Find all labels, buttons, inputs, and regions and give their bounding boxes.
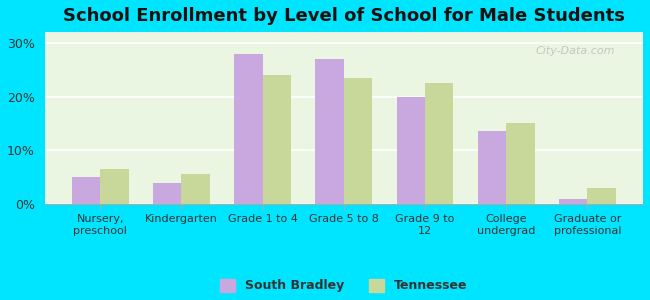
Bar bbox=[559, 199, 588, 204]
Bar bbox=[263, 75, 291, 204]
Bar bbox=[425, 83, 454, 204]
Bar bbox=[478, 131, 506, 204]
Bar bbox=[396, 97, 425, 204]
Legend: South Bradley, Tennessee: South Bradley, Tennessee bbox=[215, 274, 473, 298]
Bar bbox=[588, 188, 616, 204]
Text: City-Data.com: City-Data.com bbox=[536, 46, 615, 56]
Bar bbox=[100, 169, 129, 204]
Title: School Enrollment by Level of School for Male Students: School Enrollment by Level of School for… bbox=[63, 7, 625, 25]
Bar bbox=[72, 177, 100, 204]
Bar bbox=[315, 59, 344, 204]
Bar bbox=[153, 182, 181, 204]
Bar bbox=[181, 174, 210, 204]
Bar bbox=[344, 78, 372, 204]
Bar bbox=[234, 53, 263, 204]
Bar bbox=[506, 123, 535, 204]
